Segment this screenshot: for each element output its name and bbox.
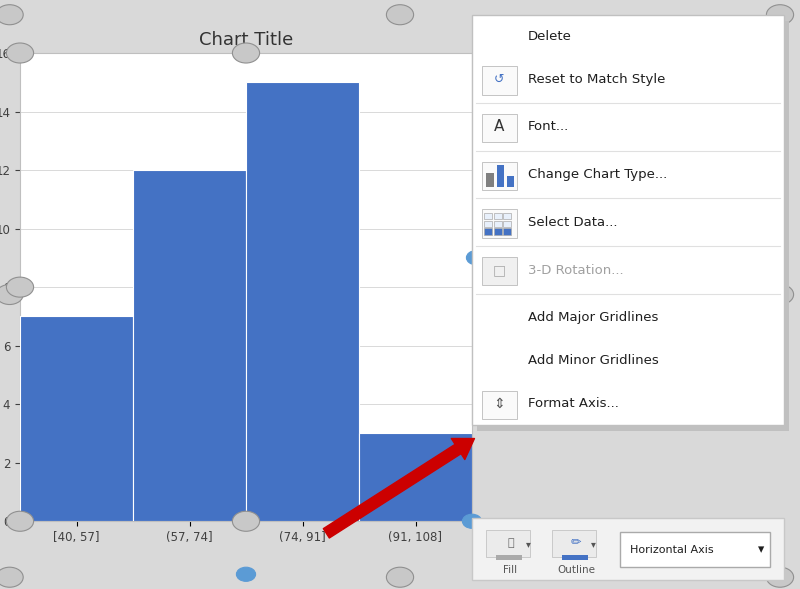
Text: ▾: ▾ — [591, 539, 596, 548]
Text: Horizontal Axis: Horizontal Axis — [630, 545, 714, 554]
Text: ▾: ▾ — [526, 539, 530, 548]
Text: Fill: Fill — [503, 565, 518, 574]
Title: Chart Title: Chart Title — [199, 31, 293, 49]
Text: 🪣: 🪣 — [507, 538, 514, 548]
Text: Delete: Delete — [528, 29, 572, 43]
Text: Font...: Font... — [528, 120, 570, 134]
Bar — [246, 82, 359, 521]
Text: Outline: Outline — [557, 565, 595, 574]
Bar — [20, 316, 133, 521]
Bar — [359, 434, 472, 521]
Text: ▾: ▾ — [758, 543, 764, 556]
Text: Format Axis...: Format Axis... — [528, 397, 619, 411]
Text: Reset to Match Style: Reset to Match Style — [528, 72, 666, 86]
Text: Change Chart Type...: Change Chart Type... — [528, 168, 667, 181]
Text: Select Data...: Select Data... — [528, 216, 618, 229]
Bar — [133, 170, 246, 521]
Text: ✏: ✏ — [570, 537, 582, 550]
Text: 3-D Rotation...: 3-D Rotation... — [528, 263, 624, 277]
Text: ↺: ↺ — [494, 72, 505, 86]
Text: A: A — [494, 120, 504, 134]
Text: Add Major Gridlines: Add Major Gridlines — [528, 311, 658, 325]
Text: □: □ — [493, 263, 506, 277]
Text: Add Minor Gridlines: Add Minor Gridlines — [528, 354, 658, 368]
Text: ⇕: ⇕ — [494, 397, 505, 411]
